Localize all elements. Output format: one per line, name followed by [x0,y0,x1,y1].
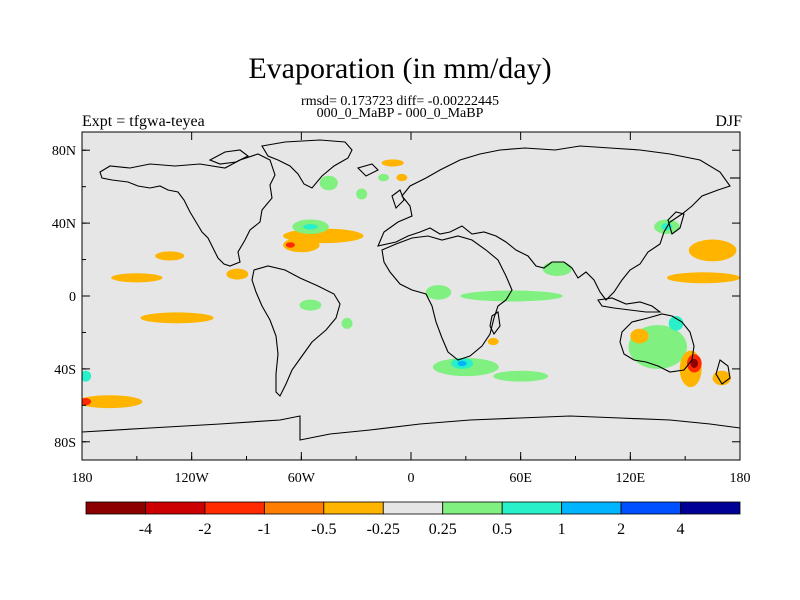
coastline-africa [381,235,513,361]
colorbar-label: -4 [139,521,152,538]
colorbar-swatch [680,501,741,515]
anomaly-patch [396,173,408,182]
season-label: DJF [715,113,742,130]
anomaly-patch [378,173,390,182]
coastline-madagascar [489,311,501,336]
colorbar-label: -2 [198,521,211,538]
colorbar-swatch [263,501,325,515]
coastline-uk [391,189,405,210]
coastline-australia [619,313,695,373]
colorbar-label: 1 [558,521,566,538]
coastline-japan [667,211,685,235]
coastline-north-america [99,153,276,267]
anomaly-patch [493,370,549,382]
lon-tick-label: 60E [509,471,532,486]
colorbar-swatch [85,501,146,515]
colorbar-label: -1 [258,521,271,538]
coastline-iceland [356,163,379,177]
colorbar-swatch [145,501,206,515]
lat-tick-label: 40S [54,363,76,378]
anomaly-patch [457,360,467,367]
anomaly-patch [356,188,368,200]
anomaly-patch [542,261,572,276]
anomaly-patch [303,224,318,230]
coastline-arctic-islands [208,149,250,165]
anomaly-patch [82,395,143,409]
anomaly-patch [712,370,731,386]
stats-line: rmsd= 0.173723 diff= -0.00222445 [301,94,499,109]
anomaly-patch [285,242,295,248]
anomaly-patch [487,337,499,346]
colorbar-label: 0.25 [429,521,457,538]
lat-tick-label: 40N [52,217,76,232]
anomaly-patch [155,251,185,261]
anomaly-patch [425,285,452,300]
lon-ticks: 180 120W 60W 0 60E 120E 180 [72,132,751,486]
anomaly-patch [460,290,563,302]
colorbar-swatch [561,501,622,515]
map-title: Evaporation (in mm/day) [248,52,552,85]
anomaly-patch [82,398,92,406]
lon-tick-label: 180 [730,471,751,486]
colorbar-swatch [620,501,681,515]
lat-ticks: 80N 40N 0 40S 80S [52,144,740,451]
anomaly-patch [688,239,737,262]
lat-tick-label: 0 [69,290,76,305]
colorbar-label: 2 [617,521,625,538]
anomaly-patch [82,370,92,382]
lat-tick-label: 80N [52,144,76,159]
coastlines [82,139,740,441]
colorbar-swatch [323,501,384,515]
anomaly-layer [82,159,740,409]
anomaly-patch [319,175,338,191]
colorbar-swatch [204,501,265,515]
anomaly-patch [630,328,649,344]
lon-tick-label: 120W [175,471,210,486]
lon-tick-label: 0 [408,471,415,486]
anomaly-patch [299,299,322,311]
anomaly-patch [341,317,353,329]
colorbar-label: 4 [677,521,685,538]
experiment-label: Expt = tfgwa-teyea [82,113,205,130]
colorbar: -4 -2 -1 -0.5 -0.25 0.25 0.5 1 2 4 [85,501,741,538]
colorbar-swatch [382,501,444,515]
coastline-south-america [251,265,341,397]
anomaly-patch [668,316,684,331]
lon-tick-label: 180 [72,471,93,486]
colorbar-swatch [501,501,563,515]
lon-tick-label: 60W [288,471,316,486]
anomaly-patch [666,272,740,284]
coastline-indonesia [597,297,662,313]
coastline-antarctica [82,415,740,441]
coastline-greenland [261,139,353,189]
map-background [82,132,740,460]
anomaly-patch [140,312,214,324]
colorbar-label: -0.25 [367,521,400,538]
coastline-eurasia [377,145,731,301]
anomaly-patch [690,358,698,368]
case-label: 000_0_MaBP - 000_0_MaBP [316,106,484,121]
colorbar-label: -0.5 [311,521,336,538]
anomaly-patch [381,159,404,167]
colorbar-label: 0.5 [492,521,512,538]
anomaly-patch [111,273,163,283]
lon-tick-label: 120E [616,471,646,486]
anomaly-patch [226,268,249,280]
colorbar-swatch [442,501,503,515]
coastline-new-zealand [715,359,731,385]
lat-tick-label: 80S [54,436,76,451]
